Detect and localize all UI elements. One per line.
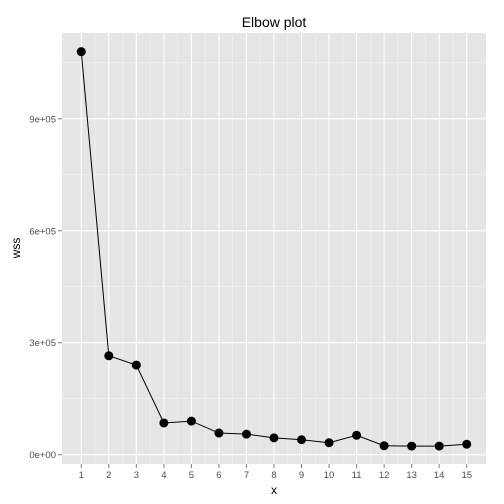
x-tick-label: 7 xyxy=(244,470,249,481)
major-gridlines xyxy=(62,33,486,464)
x-tick-label: 6 xyxy=(216,470,221,481)
y-tick-label: 9e+05 xyxy=(29,114,56,125)
x-tick-label: 11 xyxy=(352,470,362,481)
data-point xyxy=(241,429,251,439)
data-point xyxy=(131,360,141,370)
y-axis-ticks: 0e+00 3e+05 6e+05 9e+05 xyxy=(29,114,62,461)
data-point xyxy=(104,351,114,361)
chart-title: Elbow plot xyxy=(242,14,307,30)
data-point xyxy=(352,430,362,440)
x-tick-label: 13 xyxy=(406,470,417,481)
data-point xyxy=(324,438,334,448)
data-point xyxy=(186,416,196,426)
data-point xyxy=(379,441,389,451)
y-axis-title: wss xyxy=(9,238,23,260)
x-tick-label: 2 xyxy=(106,470,111,481)
y-tick-label: 6e+05 xyxy=(29,226,56,237)
x-axis-title: x xyxy=(271,483,277,497)
data-point xyxy=(297,435,307,445)
data-point xyxy=(159,418,169,428)
minor-gridlines xyxy=(62,33,486,464)
x-tick-label: 4 xyxy=(161,470,166,481)
data-point xyxy=(269,433,279,443)
x-tick-label: 1 xyxy=(79,470,84,481)
wss-series xyxy=(76,47,472,451)
x-tick-label: 8 xyxy=(271,470,276,481)
x-tick-label: 14 xyxy=(434,470,445,481)
x-tick-label: 5 xyxy=(189,470,194,481)
data-point xyxy=(76,47,86,57)
data-point xyxy=(434,441,444,451)
data-point xyxy=(407,441,417,451)
x-axis-ticks: 1 2 3 4 5 6 7 8 9 10 11 12 13 14 15 xyxy=(79,464,472,481)
y-tick-label: 3e+05 xyxy=(29,338,56,349)
x-tick-label: 10 xyxy=(324,470,335,481)
data-point xyxy=(214,428,224,438)
data-point xyxy=(462,439,472,449)
x-tick-label: 9 xyxy=(299,470,304,481)
x-tick-label: 12 xyxy=(379,470,390,481)
x-tick-label: 15 xyxy=(461,470,472,481)
x-tick-label: 3 xyxy=(134,470,139,481)
y-tick-label: 0e+00 xyxy=(29,450,56,461)
